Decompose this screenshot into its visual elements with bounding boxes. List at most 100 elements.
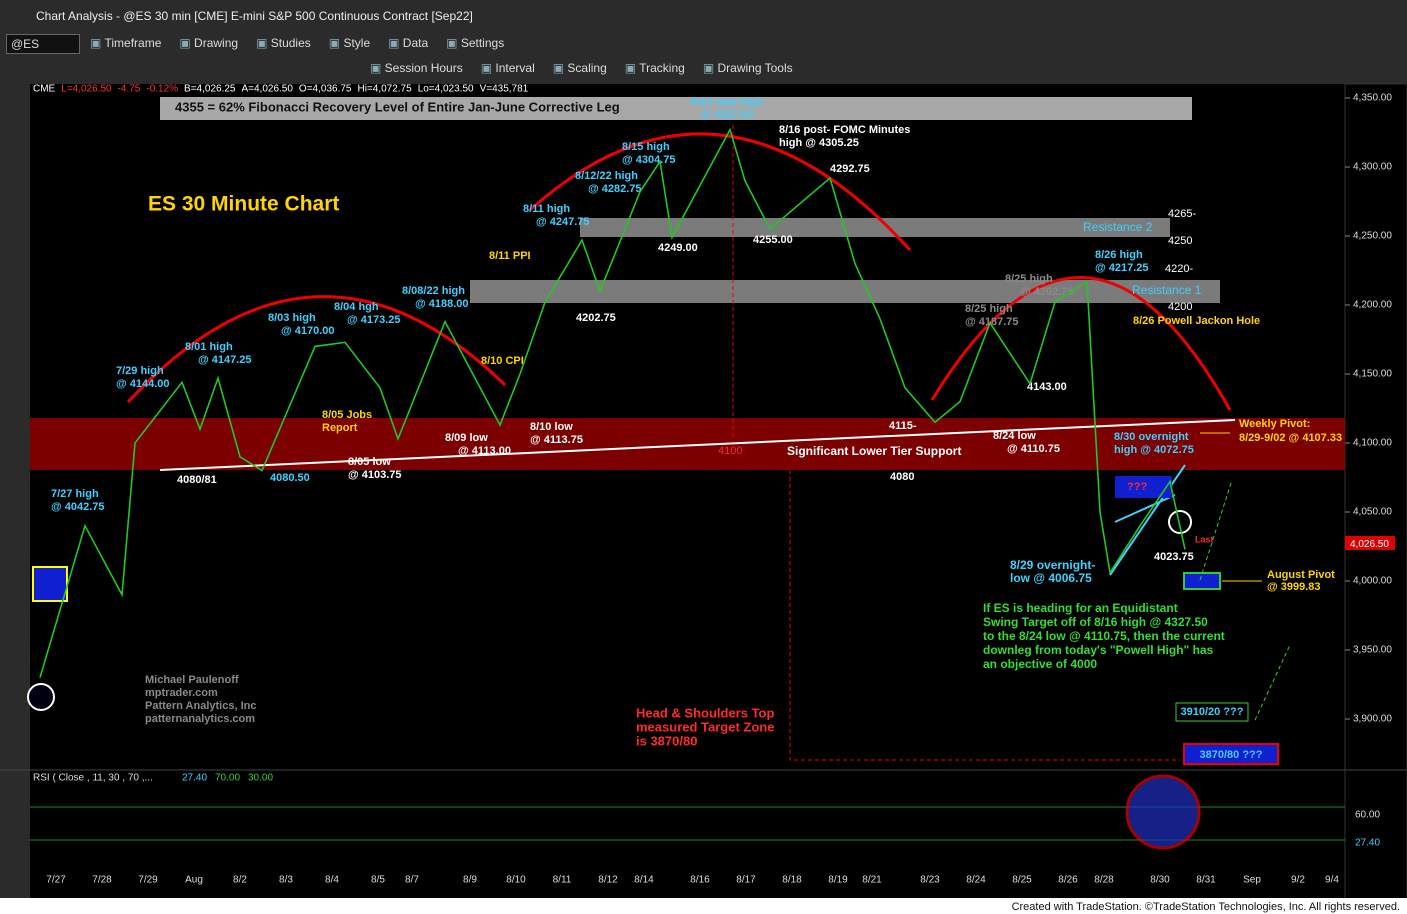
annotation: 8/10 CPI [481, 355, 524, 367]
toolbar-button[interactable]: Settings [446, 36, 504, 50]
date-label: 8/18 [782, 875, 802, 886]
annotation: @ 3999.83 [1267, 581, 1321, 593]
last-price-box [1345, 536, 1395, 550]
date-label: 8/25 [1012, 875, 1032, 886]
annotation: 8/04 hgh [334, 301, 379, 313]
channel [1109, 464, 1186, 576]
annotation: 4100 [718, 445, 742, 457]
annotation: 4220- [1165, 263, 1193, 275]
annotation: 8/01 high [185, 341, 233, 353]
price-tick-label: 4,100.00 [1353, 438, 1392, 449]
annotation: @ 4110.75 [1007, 443, 1060, 455]
annotation: 7/29 high [116, 365, 164, 377]
toolbar: Session Hours Interval Scaling Tracking Draw… [0, 56, 793, 80]
annotation: 8/15 high [622, 141, 670, 153]
annotation: 8/05 Jobs [322, 409, 372, 421]
quote-field: B=4,026.25 [184, 84, 236, 95]
toolbar-button[interactable]: Timeframe [90, 36, 161, 50]
date-label: 9/4 [1325, 875, 1339, 886]
annotation: 4080/81 [177, 474, 217, 486]
quote-field: Hi=4,072.75 [357, 84, 412, 95]
quote-field: L=4,026.50 [61, 84, 112, 95]
annotation: 8/16 new high [691, 96, 763, 108]
dash [789, 470, 1180, 761]
toolbar-button[interactable]: Drawing Tools [703, 61, 793, 75]
box [1183, 743, 1279, 765]
annotation: 8/11 high [523, 203, 570, 215]
price-tick-label: 4,150.00 [1353, 369, 1392, 380]
annotation: measured Target Zone [636, 719, 774, 734]
date-label: 8/17 [736, 875, 756, 886]
annotation: Michael Paulenoff [145, 674, 239, 686]
box [1175, 702, 1249, 722]
date-label: 7/29 [138, 875, 158, 886]
date-label: 8/9 [463, 875, 477, 886]
annotation: @ 4282.75 [588, 183, 642, 195]
toolbar-button[interactable]: Style [329, 36, 370, 50]
last-price-label: 4,026.50 [1350, 539, 1389, 550]
rsi-label: RSI ( Close , 11, 30 , 70 ,... [33, 773, 153, 784]
toolbar-button[interactable]: Session Hours [370, 61, 463, 75]
annotation: @ 4217.25 [1095, 262, 1149, 274]
price-tick-label: 4,250.00 [1353, 231, 1392, 242]
support-band [30, 418, 1345, 470]
price-tick-label: 3,900.00 [1353, 714, 1392, 725]
toolbar-area: Chart Analysis - @ES 30 min [CME] E-mini… [0, 0, 1407, 84]
symbol-box[interactable]: @ES [6, 34, 80, 54]
annotation: 8/03 high [268, 312, 316, 324]
annotation: @ 4304.75 [622, 154, 676, 166]
price-line [39, 127, 1186, 678]
annotation: high @ 4072.75 [1114, 444, 1194, 456]
price-tick-label: 4,350.00 [1353, 93, 1392, 104]
annotation: 4080.50 [270, 472, 310, 484]
annotation: @ 4188.00 [415, 298, 469, 310]
side-toolbar [0, 84, 30, 900]
annotation: Pattern Analytics, Inc [145, 700, 256, 712]
annotation: @ 4042.75 [51, 501, 105, 513]
annotation: Weekly Pivot: [1239, 418, 1310, 430]
annotation: 4200 [1168, 301, 1192, 313]
toolbar-button[interactable]: Studies [256, 36, 311, 50]
annotation: @ 4173.25 [347, 314, 401, 326]
annotation: downleg from today's "Powell High" has [983, 643, 1214, 657]
annotation: If ES is heading for an Equidistant [983, 601, 1178, 615]
toolbar-button[interactable]: Tracking [625, 61, 685, 75]
annotation: 7/27 high [51, 488, 99, 500]
annotation: to the 8/24 low @ 4110.75, then the curr… [983, 629, 1225, 643]
annotation: @ 4247.75 [536, 216, 590, 228]
date-label: Aug [185, 875, 203, 886]
toolbar-button[interactable]: Interval [481, 61, 534, 75]
date-label: 8/3 [279, 875, 293, 886]
toolbar: Timeframe Drawing Studies Style Data Settings [0, 31, 504, 55]
date-label: 8/21 [862, 875, 882, 886]
annotation: 3870/80 ??? [1200, 749, 1263, 761]
price-tick-label: 4,200.00 [1353, 300, 1392, 311]
annotation: 4249.00 [658, 242, 698, 254]
annotation: 4115- [889, 420, 917, 432]
annotation: is 3870/80 [636, 733, 697, 748]
date-label: 8/4 [325, 875, 339, 886]
arc [529, 132, 912, 252]
annotation: 8/25 high [965, 303, 1013, 315]
annotation: Significant Lower Tier Support [787, 444, 961, 458]
date-label: 8/30 [1150, 875, 1170, 886]
resistance-band [580, 218, 1170, 237]
arc [930, 276, 1232, 411]
quote-field: V=435,781 [480, 84, 529, 95]
annotation: 8/26 high [1095, 249, 1143, 261]
annotation: 8/29-9/02 @ 4107.33 [1239, 432, 1342, 444]
annotation: 4080 [890, 471, 914, 483]
toolbar-button[interactable]: Data [388, 36, 428, 50]
date-label: 8/11 [553, 875, 572, 886]
toolbar-button[interactable]: Scaling [553, 61, 606, 75]
annotation: 8/05 low [348, 456, 391, 468]
date-label: 8/19 [828, 875, 848, 886]
annotation: 8/16 post- FOMC Minutes [779, 124, 910, 136]
toolbar-button[interactable]: Drawing [179, 36, 238, 50]
quote-field: A=4,026.50 [241, 84, 293, 95]
circle [1125, 774, 1201, 850]
annotation: high @ 4305.25 [779, 137, 859, 149]
date-label: 7/28 [92, 875, 112, 886]
annotation: 8/09 low [445, 432, 488, 444]
